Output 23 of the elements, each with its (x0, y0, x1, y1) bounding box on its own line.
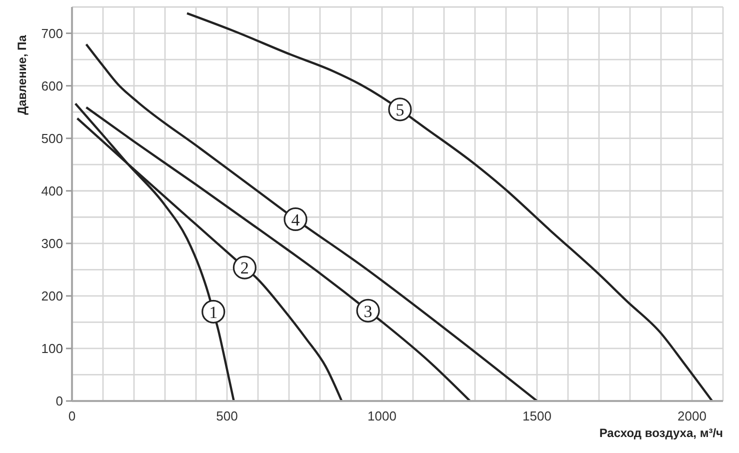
line-series (85, 43, 538, 401)
y-tick-label: 300 (41, 236, 63, 251)
y-tick-label: 600 (41, 78, 63, 94)
y-tick-label: 400 (41, 183, 63, 198)
y-axis-title: Давление, Па (15, 34, 30, 115)
x-tick-label: 500 (216, 408, 238, 424)
y-tick-label: 100 (41, 341, 63, 356)
y-tick-label: 700 (41, 26, 63, 41)
line-series (85, 106, 472, 401)
x-tick-label: 1500 (522, 408, 552, 424)
x-tick-label: 1000 (368, 408, 396, 424)
x-axis-title: Расход воздуха, м³/ч (599, 426, 724, 440)
y-tick-label: 0 (56, 394, 63, 409)
series-label: 4 (291, 210, 300, 230)
y-tick-label: 500 (41, 130, 63, 146)
series-label: 2 (240, 258, 249, 278)
series-label: 3 (364, 302, 372, 321)
x-tick-label: 0 (68, 408, 76, 424)
series-label: 5 (396, 100, 404, 120)
y-tick-label: 200 (41, 288, 63, 304)
line-series (186, 12, 714, 401)
x-tick-label: 2000 (678, 408, 706, 424)
series-label: 1 (209, 302, 218, 322)
